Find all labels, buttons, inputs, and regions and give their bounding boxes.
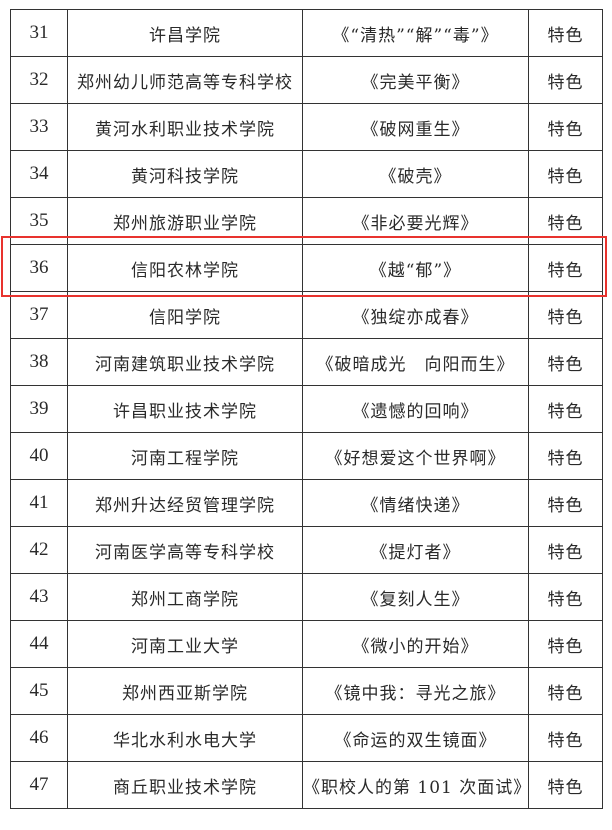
work-title: 《遗憾的回响》 bbox=[302, 385, 529, 433]
category: 特色 bbox=[528, 573, 603, 621]
category: 特色 bbox=[528, 714, 603, 762]
row-number: 40 bbox=[10, 432, 68, 480]
school-name: 河南医学高等专科学校 bbox=[67, 526, 303, 574]
category: 特色 bbox=[528, 9, 603, 57]
row-number: 41 bbox=[10, 479, 68, 527]
row-number: 36 bbox=[10, 244, 68, 292]
work-title: 《破暗成光 向阳而生》 bbox=[302, 338, 529, 386]
row-number: 39 bbox=[10, 385, 68, 433]
row-number: 44 bbox=[10, 620, 68, 668]
school-name: 许昌职业技术学院 bbox=[67, 385, 303, 433]
work-title: 《完美平衡》 bbox=[302, 56, 529, 104]
row-number: 47 bbox=[10, 761, 68, 809]
category: 特色 bbox=[528, 526, 603, 574]
category: 特色 bbox=[528, 197, 603, 245]
table-row: 47 商丘职业技术学院 《职校人的第 101 次面试》 特色 bbox=[10, 761, 603, 809]
category: 特色 bbox=[528, 103, 603, 151]
school-name: 郑州工商学院 bbox=[67, 573, 303, 621]
category: 特色 bbox=[528, 244, 603, 292]
row-number: 46 bbox=[10, 714, 68, 762]
table-row: 39 许昌职业技术学院 《遗憾的回响》 特色 bbox=[10, 385, 603, 433]
category: 特色 bbox=[528, 761, 603, 809]
table-row: 41 郑州升达经贸管理学院 《情绪快递》 特色 bbox=[10, 479, 603, 527]
school-name: 黄河水利职业技术学院 bbox=[67, 103, 303, 151]
category: 特色 bbox=[528, 620, 603, 668]
work-title: 《命运的双生镜面》 bbox=[302, 714, 529, 762]
results-table: 31 许昌学院 《“清热”“解”“毒”》 特色 32 郑州幼儿师范高等专科学校 《完美平衡》… bbox=[10, 9, 603, 809]
category: 特色 bbox=[528, 291, 603, 339]
work-title: 《越“郁”》 bbox=[302, 244, 529, 292]
school-name: 黄河科技学院 bbox=[67, 150, 303, 198]
table-row: 38 河南建筑职业技术学院 《破暗成光 向阳而生》 特色 bbox=[10, 338, 603, 386]
work-title: 《好想爱这个世界啊》 bbox=[302, 432, 529, 480]
work-title: 《破壳》 bbox=[302, 150, 529, 198]
table-row: 34 黄河科技学院 《破壳》 特色 bbox=[10, 150, 603, 198]
work-title: 《复刻人生》 bbox=[302, 573, 529, 621]
work-title: 《破网重生》 bbox=[302, 103, 529, 151]
work-title: 《职校人的第 101 次面试》 bbox=[302, 761, 529, 809]
work-title: 《独绽亦成春》 bbox=[302, 291, 529, 339]
school-name: 河南工业大学 bbox=[67, 620, 303, 668]
school-name: 河南建筑职业技术学院 bbox=[67, 338, 303, 386]
category: 特色 bbox=[528, 479, 603, 527]
school-name: 许昌学院 bbox=[67, 9, 303, 57]
table-row: 37 信阳学院 《独绽亦成春》 特色 bbox=[10, 291, 603, 339]
category: 特色 bbox=[528, 150, 603, 198]
school-name: 郑州幼儿师范高等专科学校 bbox=[67, 56, 303, 104]
work-title: 《提灯者》 bbox=[302, 526, 529, 574]
table-row: 46 华北水利水电大学 《命运的双生镜面》 特色 bbox=[10, 714, 603, 762]
school-name: 郑州西亚斯学院 bbox=[67, 667, 303, 715]
row-number: 32 bbox=[10, 56, 68, 104]
table-row: 31 许昌学院 《“清热”“解”“毒”》 特色 bbox=[10, 9, 603, 57]
row-number: 42 bbox=[10, 526, 68, 574]
school-name: 郑州旅游职业学院 bbox=[67, 197, 303, 245]
table-row: 36 信阳农林学院 《越“郁”》 特色 bbox=[10, 244, 603, 292]
table-row: 44 河南工业大学 《微小的开始》 特色 bbox=[10, 620, 603, 668]
table-row: 40 河南工程学院 《好想爱这个世界啊》 特色 bbox=[10, 432, 603, 480]
school-name: 信阳农林学院 bbox=[67, 244, 303, 292]
table-row: 32 郑州幼儿师范高等专科学校 《完美平衡》 特色 bbox=[10, 56, 603, 104]
school-name: 华北水利水电大学 bbox=[67, 714, 303, 762]
table-row: 43 郑州工商学院 《复刻人生》 特色 bbox=[10, 573, 603, 621]
school-name: 郑州升达经贸管理学院 bbox=[67, 479, 303, 527]
work-title: 《非必要光辉》 bbox=[302, 197, 529, 245]
category: 特色 bbox=[528, 56, 603, 104]
row-number: 45 bbox=[10, 667, 68, 715]
school-name: 河南工程学院 bbox=[67, 432, 303, 480]
work-title: 《微小的开始》 bbox=[302, 620, 529, 668]
table-row: 33 黄河水利职业技术学院 《破网重生》 特色 bbox=[10, 103, 603, 151]
row-number: 43 bbox=[10, 573, 68, 621]
table-row: 45 郑州西亚斯学院 《镜中我：寻光之旅》 特色 bbox=[10, 667, 603, 715]
table-row: 35 郑州旅游职业学院 《非必要光辉》 特色 bbox=[10, 197, 603, 245]
school-name: 信阳学院 bbox=[67, 291, 303, 339]
table-row: 42 河南医学高等专科学校 《提灯者》 特色 bbox=[10, 526, 603, 574]
category: 特色 bbox=[528, 385, 603, 433]
work-title: 《镜中我：寻光之旅》 bbox=[302, 667, 529, 715]
work-title: 《“清热”“解”“毒”》 bbox=[302, 9, 529, 57]
school-name: 商丘职业技术学院 bbox=[67, 761, 303, 809]
category: 特色 bbox=[528, 432, 603, 480]
row-number: 31 bbox=[10, 9, 68, 57]
category: 特色 bbox=[528, 667, 603, 715]
work-title: 《情绪快递》 bbox=[302, 479, 529, 527]
row-number: 33 bbox=[10, 103, 68, 151]
row-number: 38 bbox=[10, 338, 68, 386]
category: 特色 bbox=[528, 338, 603, 386]
row-number: 35 bbox=[10, 197, 68, 245]
row-number: 37 bbox=[10, 291, 68, 339]
row-number: 34 bbox=[10, 150, 68, 198]
